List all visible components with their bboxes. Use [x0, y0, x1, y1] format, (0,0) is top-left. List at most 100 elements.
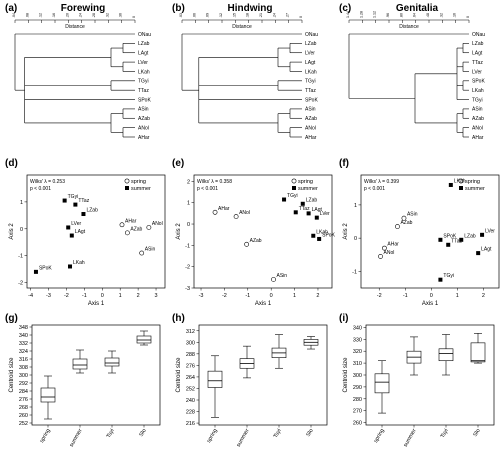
dendrogram-tick-label: .96 — [386, 13, 390, 18]
x-tick-label: spring — [373, 428, 386, 444]
point-label: ASin — [145, 247, 156, 253]
dendrogram-tick-label: .24 — [79, 13, 83, 18]
x-tick-label: 1 — [456, 293, 459, 299]
point-summer — [448, 182, 453, 187]
point-spring — [378, 254, 383, 259]
point-label: LAgt — [312, 207, 323, 213]
y-tick-label: 340 — [19, 333, 28, 339]
point-spring — [146, 225, 152, 230]
point-label: LKah — [454, 178, 466, 184]
box-body — [374, 373, 390, 394]
legend-label-spring: spring — [131, 179, 146, 185]
panel-label: (h) — [172, 313, 185, 324]
x-tick-label: 3 — [155, 293, 158, 299]
stat-text: p < 0.001 — [364, 186, 385, 192]
stat-text: p < 0.001 — [30, 186, 51, 192]
point-summer — [438, 237, 443, 242]
point-summer — [73, 202, 78, 207]
dendrogram-tick-label: .21 — [259, 13, 263, 18]
dendrogram-tick-label: 1.28 — [359, 11, 363, 18]
y-tick-label: 264 — [186, 375, 195, 381]
point-spring — [401, 215, 407, 221]
y-axis-title: Axis 2 — [343, 223, 349, 240]
y-tick-label: 290 — [353, 385, 362, 391]
dendrogram-leaf-label: ONau — [138, 32, 151, 38]
panel-label: (f) — [339, 158, 349, 169]
point-spring — [124, 230, 130, 236]
dendrogram-axis-title: Distance — [399, 24, 419, 30]
panel-label: (d) — [5, 158, 18, 169]
dendrogram-leaf-label: AZab — [305, 116, 317, 122]
point-label: SPoK — [443, 233, 456, 239]
point-spring — [212, 209, 218, 215]
dendrogram-tick-label: .04 — [12, 13, 16, 18]
x-tick-label: summer — [236, 428, 251, 448]
point-spring — [244, 241, 250, 247]
plot-frame — [198, 324, 328, 426]
y-tick-label: 0 — [187, 222, 190, 228]
x-tick-label: -3 — [199, 293, 204, 299]
legend-label-spring: spring — [298, 179, 313, 185]
point-summer — [69, 233, 74, 238]
y-tick-label: 348 — [19, 325, 28, 331]
box-body — [136, 335, 152, 344]
x-tick-label: Tsyi — [106, 428, 116, 439]
point-label: TTaz — [78, 198, 89, 204]
point-summer — [81, 212, 86, 217]
panel-label: (c) — [339, 3, 351, 14]
y-tick-label: 300 — [19, 373, 28, 379]
dendrogram-tick-label: .08 — [25, 13, 29, 18]
dendrogram-leaf-label: SPoK — [305, 97, 318, 103]
point-label: LZab — [306, 197, 318, 203]
dendrogram-tick-label: .16 — [453, 13, 457, 18]
plot-frame — [193, 174, 333, 289]
legend-marker-summer — [292, 186, 296, 190]
point-summer — [480, 232, 485, 237]
point-summer — [311, 233, 316, 238]
x-tick-label: Slo — [306, 428, 315, 438]
x-tick-label: spring — [206, 428, 219, 444]
y-tick-label: 316 — [19, 357, 28, 363]
x-tick-label: 0 — [430, 293, 433, 299]
x-tick-label: -2 — [64, 293, 69, 299]
dendrogram-tick-label: .28 — [92, 13, 96, 18]
dendrogram-tick-label: .80 — [399, 13, 403, 18]
dendrogram-tick-label: 0 — [466, 16, 470, 18]
point-spring — [395, 224, 400, 229]
dendrogram-leaf-label: AZab — [472, 116, 484, 122]
dendrogram-tick-label: .16 — [52, 13, 56, 18]
dendrogram-leaf-label: LKah — [305, 69, 317, 75]
dendrogram-leaf-label: ANol — [138, 125, 149, 131]
dendrogram-leaf-label: ASin — [305, 107, 316, 113]
y-tick-label: 1 — [354, 203, 357, 209]
box-body — [207, 370, 223, 388]
y-tick-label: 340 — [353, 325, 362, 331]
legend-marker-summer — [459, 186, 463, 190]
y-tick-label: 300 — [353, 373, 362, 379]
x-tick-label: 0 — [101, 293, 104, 299]
dendrogram-leaf-label: LVer — [472, 69, 482, 75]
box-body — [438, 348, 454, 362]
dendrogram-tick-label: .36 — [119, 13, 123, 18]
point-summer — [66, 225, 71, 230]
x-tick-label: -2 — [377, 293, 382, 299]
point-label: AZab — [130, 226, 142, 232]
dendrogram-tick-label: .48 — [426, 13, 430, 18]
point-label: AHar — [125, 218, 137, 224]
x-tick-label: summer — [403, 428, 418, 448]
y-axis-title: Centroid size — [176, 357, 182, 393]
dendrogram-leaf-label: TTaz — [472, 60, 483, 66]
point-label: LVer — [71, 221, 81, 227]
point-label: ASin — [277, 273, 288, 279]
point-label: LKah — [73, 260, 85, 266]
point-label: TGyi — [443, 273, 454, 279]
x-tick-label: -1 — [82, 293, 87, 299]
point-spring — [233, 214, 239, 219]
point-label: ASin — [407, 212, 418, 218]
dendrogram-leaf-label: TTaz — [138, 88, 149, 94]
point-summer — [317, 236, 322, 241]
y-tick-label: 276 — [186, 363, 195, 369]
y-tick-label: 312 — [186, 329, 195, 335]
x-tick-label: 1 — [293, 293, 296, 299]
legend-label-summer: summer — [465, 186, 485, 192]
